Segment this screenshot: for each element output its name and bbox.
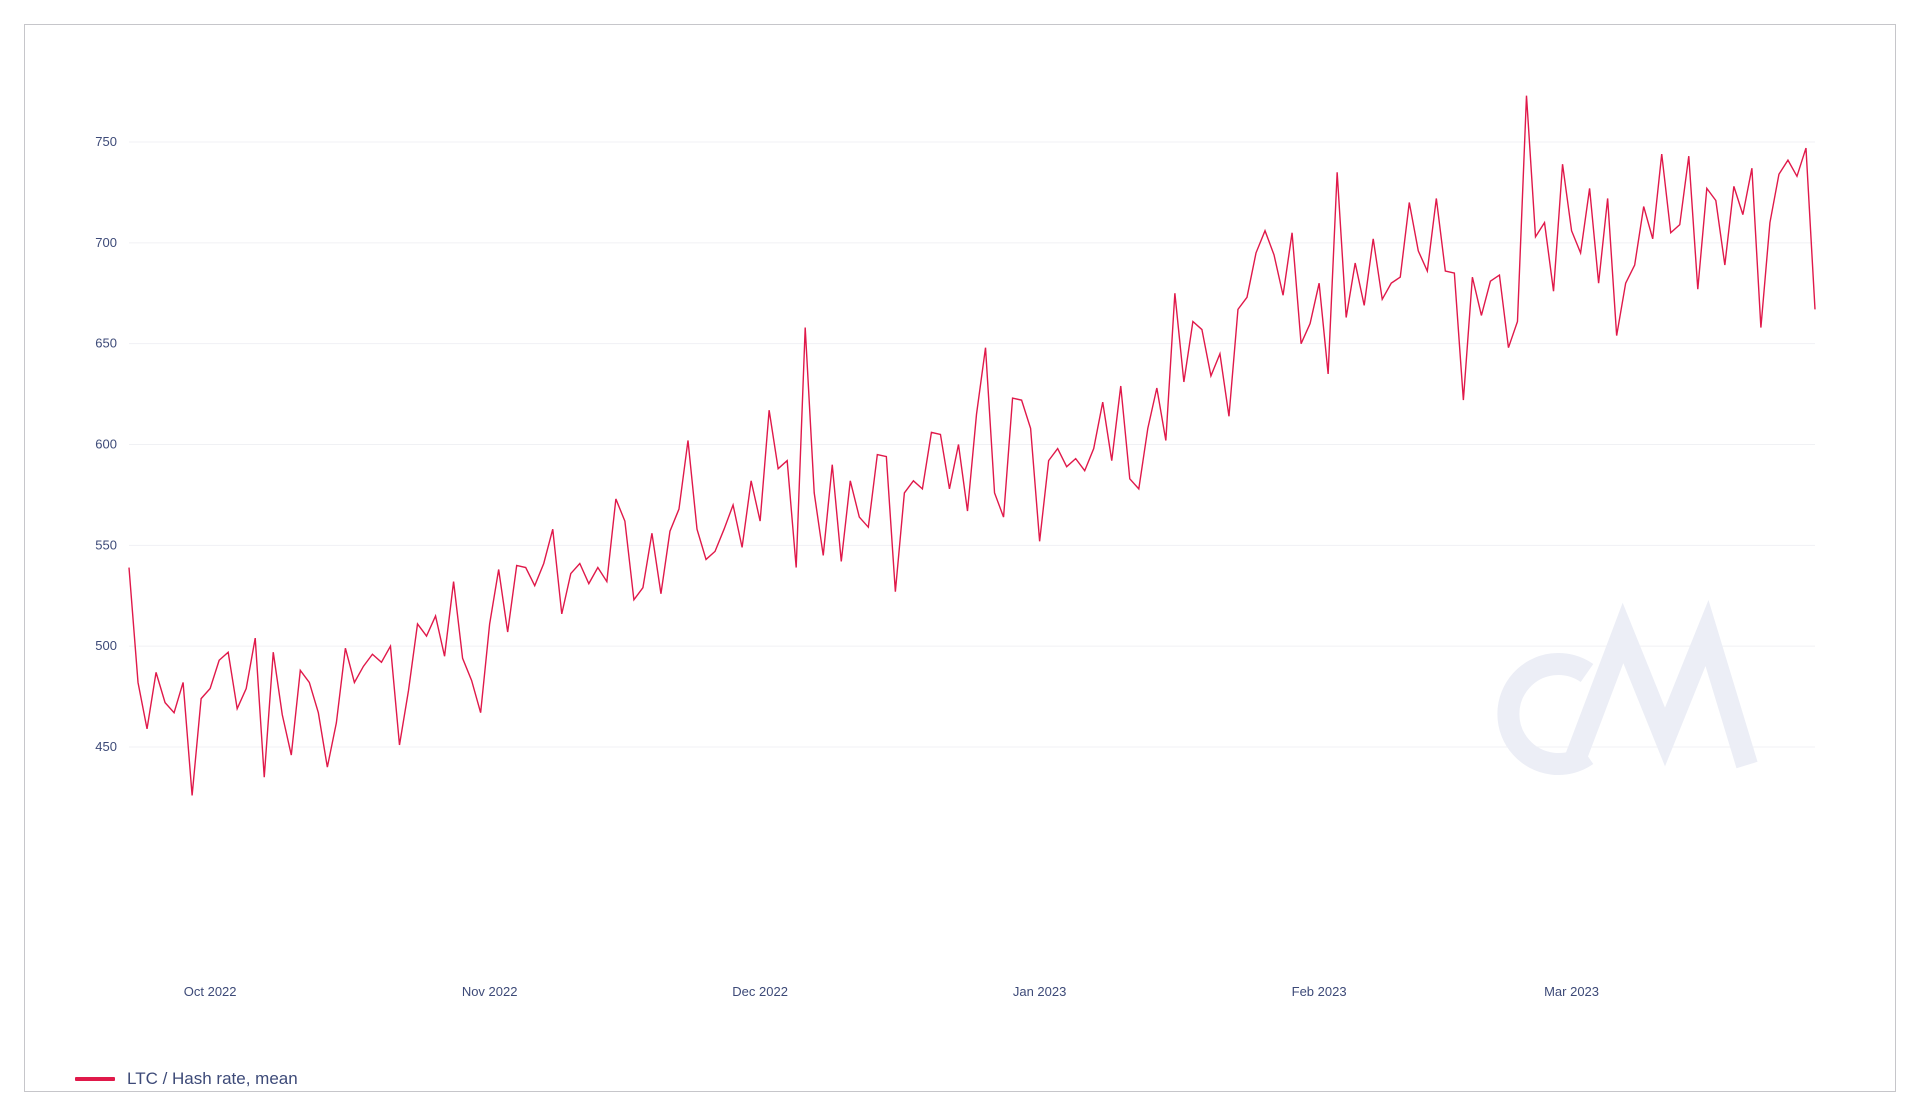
line-chart: 450 500 550 600 650 700 750 Oct 2022 Nov 2022 De… [95,95,1816,999]
x-tick-label: Oct 2022 [184,984,237,999]
y-axis: 450 500 550 600 650 700 750 [95,134,117,754]
x-tick-label: Dec 2022 [732,984,788,999]
y-tick-label: 500 [95,638,117,653]
y-tick-label: 650 [95,336,117,351]
grid-lines [129,141,1815,748]
y-tick-label: 600 [95,437,117,452]
x-tick-label: Feb 2023 [1292,984,1347,999]
x-tick-label: Mar 2023 [1544,984,1599,999]
legend-label: LTC / Hash rate, mean [127,1069,298,1088]
cm-logo-watermark [1497,599,1758,775]
x-tick-label: Jan 2023 [1013,984,1067,999]
y-tick-label: 700 [95,235,117,250]
y-tick-label: 550 [95,537,117,552]
chart-frame: 450 500 550 600 650 700 750 Oct 2022 Nov 2022 De… [24,24,1896,1092]
series-line[interactable] [128,95,1816,796]
x-tick-label: Nov 2022 [462,984,518,999]
y-tick-label: 750 [95,134,117,149]
series-layer [128,95,1816,796]
x-axis: Oct 2022 Nov 2022 Dec 2022 Jan 2023 Feb 2023… [184,984,1599,999]
legend[interactable]: LTC / Hash rate, mean [75,1069,298,1089]
y-tick-label: 450 [95,739,117,754]
legend-swatch [75,1077,115,1081]
